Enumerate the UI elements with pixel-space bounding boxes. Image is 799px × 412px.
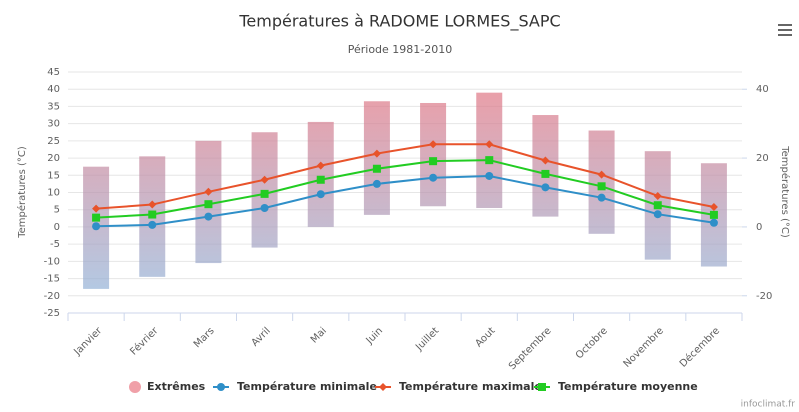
point <box>653 210 662 219</box>
point <box>372 179 381 188</box>
chart-title: Températures à RADOME LORMES_SAPC <box>238 12 560 32</box>
point <box>92 204 101 213</box>
point <box>709 202 718 211</box>
y-tick-label: 35 <box>47 101 60 112</box>
point <box>316 161 325 170</box>
legend-label: Température maximale <box>399 380 542 393</box>
credit: infoclimat.fr <box>741 400 796 410</box>
legend-label: Température minimale <box>237 380 377 393</box>
point <box>372 164 381 173</box>
point <box>429 157 438 166</box>
y-tick-label: 10 <box>47 188 60 199</box>
point <box>485 156 494 165</box>
y-tick-label: 5 <box>54 205 60 216</box>
point <box>597 170 606 179</box>
point <box>260 189 269 198</box>
point <box>204 200 213 209</box>
y-tick-label: -20 <box>44 291 60 302</box>
range-bar <box>588 130 615 234</box>
x-tick-label: Juin <box>364 325 386 347</box>
y2-axis-title: Températures (°C) <box>779 145 791 238</box>
y-tick-label: 40 <box>47 84 60 95</box>
y-tick-label: -10 <box>44 256 60 267</box>
x-tick-label: Décembre <box>677 325 722 370</box>
point <box>260 175 269 184</box>
y-tick-label: 0 <box>54 222 60 233</box>
range-bar <box>532 115 559 217</box>
y-tick-label: -25 <box>44 308 60 319</box>
y-axis-title: Températures (°C) <box>16 146 28 239</box>
x-tick-label: Avril <box>250 325 273 348</box>
point <box>485 171 494 180</box>
chart-subtitle: Période 1981-2010 <box>348 43 453 56</box>
y-tick-label: 15 <box>47 170 60 181</box>
point <box>148 210 157 219</box>
point <box>92 222 101 231</box>
legend-symbol <box>379 383 387 391</box>
point <box>372 149 381 158</box>
point <box>148 200 157 209</box>
point <box>709 210 718 219</box>
point <box>148 220 157 229</box>
point <box>653 201 662 210</box>
point <box>429 173 438 182</box>
y2-tick-label: -20 <box>756 291 772 302</box>
legend-label: Température moyenne <box>558 380 698 393</box>
range-bar <box>307 121 334 227</box>
x-tick-label: Octobre <box>574 325 610 361</box>
point <box>709 218 718 227</box>
legend-item[interactable]: Température moyenne <box>534 380 698 393</box>
point <box>316 175 325 184</box>
y2-tick-label: 0 <box>756 222 762 233</box>
range-bar <box>420 102 447 207</box>
point <box>204 187 213 196</box>
x-tick-label: Mars <box>192 325 217 350</box>
range-bar <box>476 92 503 208</box>
range-bar <box>363 101 390 215</box>
series-line <box>96 143 715 210</box>
series-line <box>96 174 715 228</box>
y-tick-label: 25 <box>47 136 60 147</box>
point <box>429 140 438 149</box>
legend-item[interactable]: Température minimale <box>213 380 377 393</box>
point <box>653 191 662 200</box>
y2-tick-label: 40 <box>756 84 769 95</box>
point <box>541 183 550 192</box>
point <box>541 156 550 165</box>
legend-symbol <box>129 381 141 393</box>
x-tick-label: Mai <box>309 325 329 345</box>
point <box>92 213 101 222</box>
x-tick-label: Juillet <box>413 325 441 353</box>
y2-tick-label: 20 <box>756 153 769 164</box>
y-tick-label: -5 <box>50 239 60 250</box>
point <box>541 169 550 178</box>
y-tick-label: 20 <box>47 153 60 164</box>
x-tick-label: Janvier <box>72 325 105 358</box>
point <box>204 212 213 221</box>
x-tick-label: Février <box>128 324 161 357</box>
legend-item[interactable]: Température maximale <box>375 380 542 393</box>
series-line <box>96 159 715 219</box>
x-tick-label: Aout <box>473 325 497 349</box>
point <box>597 182 606 191</box>
legend-symbol <box>217 383 225 391</box>
y-tick-label: 45 <box>47 67 60 78</box>
legend-item[interactable]: Extrêmes <box>129 380 206 393</box>
legend-symbol <box>538 383 546 391</box>
point <box>597 193 606 202</box>
point <box>485 140 494 149</box>
legend-label: Extrêmes <box>147 380 206 393</box>
y-tick-label: 30 <box>47 119 60 130</box>
point <box>260 203 269 212</box>
x-tick-label: Septembre <box>507 325 554 372</box>
menu-icon[interactable] <box>778 24 792 36</box>
point <box>316 190 325 199</box>
y-tick-label: -15 <box>44 274 60 285</box>
x-tick-label: Novembre <box>622 325 666 369</box>
